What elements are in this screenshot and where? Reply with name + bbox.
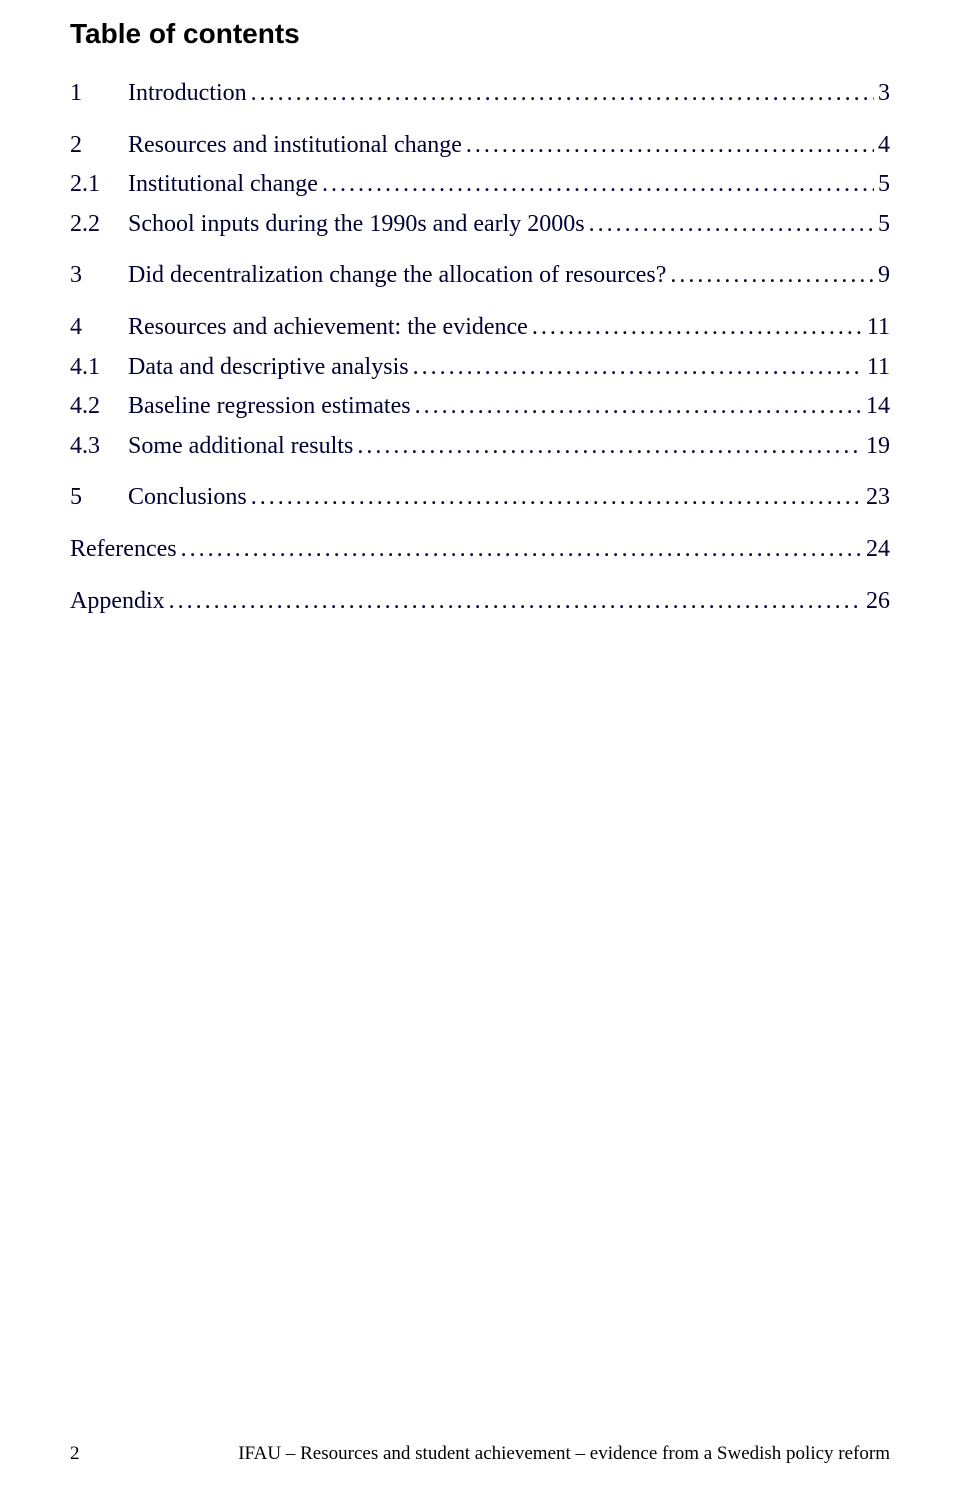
- toc-dot-leader: ........................................…: [247, 74, 874, 114]
- toc-entry-number: 2: [70, 126, 128, 166]
- toc-entry[interactable]: 5Conclusions............................…: [70, 478, 890, 518]
- toc-list: 1Introduction...........................…: [70, 74, 890, 621]
- toc-entry[interactable]: 2.2School inputs during the 1990s and ea…: [70, 205, 890, 245]
- toc-entry-page[interactable]: 4: [874, 126, 890, 166]
- toc-title: Table of contents: [70, 18, 890, 50]
- toc-entry-number: 2.1: [70, 165, 128, 205]
- toc-dot-leader: ........................................…: [666, 256, 874, 296]
- toc-entry-number: 1: [70, 74, 128, 114]
- toc-dot-leader: ........................................…: [247, 478, 862, 518]
- toc-entry-label[interactable]: Baseline regression estimates: [128, 387, 411, 427]
- toc-entry[interactable]: 4.2Baseline regression estimates........…: [70, 387, 890, 427]
- toc-entry-label[interactable]: Resources and institutional change: [128, 126, 462, 166]
- toc-dot-leader: ........................................…: [462, 126, 874, 166]
- toc-entry-page[interactable]: 5: [874, 165, 890, 205]
- toc-dot-leader: ........................................…: [585, 205, 874, 245]
- toc-entry-number: 4.3: [70, 427, 128, 467]
- toc-entry-number: 3: [70, 256, 128, 296]
- toc-entry[interactable]: 2.1Institutional change.................…: [70, 165, 890, 205]
- toc-entry-label[interactable]: Some additional results: [128, 427, 353, 467]
- toc-dot-leader: ........................................…: [165, 582, 862, 622]
- toc-entry-page[interactable]: 9: [874, 256, 890, 296]
- toc-dot-leader: ........................................…: [177, 530, 862, 570]
- toc-entry-page[interactable]: 3: [874, 74, 890, 114]
- toc-entry-page[interactable]: 11: [863, 308, 890, 348]
- toc-entry-page[interactable]: 5: [874, 205, 890, 245]
- toc-entry-number: 2.2: [70, 205, 128, 245]
- toc-entry-page[interactable]: 14: [862, 387, 890, 427]
- toc-dot-leader: ........................................…: [411, 387, 862, 427]
- toc-entry-label[interactable]: Institutional change: [128, 165, 318, 205]
- page-footer: 2 IFAU – Resources and student achieveme…: [70, 1443, 890, 1465]
- toc-entry-number: 5: [70, 478, 128, 518]
- toc-entry-label[interactable]: References: [70, 530, 177, 570]
- toc-entry-page[interactable]: 11: [863, 348, 890, 388]
- toc-entry-page[interactable]: 26: [862, 582, 890, 622]
- toc-entry-page[interactable]: 24: [862, 530, 890, 570]
- toc-entry-label[interactable]: Data and descriptive analysis: [128, 348, 409, 388]
- toc-entry[interactable]: 2Resources and institutional change.....…: [70, 126, 890, 166]
- running-head: IFAU – Resources and student achievement…: [238, 1443, 890, 1465]
- toc-entry-label[interactable]: Did decentralization change the allocati…: [128, 256, 666, 296]
- toc-dot-leader: ........................................…: [409, 348, 863, 388]
- toc-entry-label[interactable]: Appendix: [70, 582, 165, 622]
- toc-entry-number: 4.2: [70, 387, 128, 427]
- toc-entry-label[interactable]: Resources and achievement: the evidence: [128, 308, 528, 348]
- toc-dot-leader: ........................................…: [528, 308, 863, 348]
- toc-entry-page[interactable]: 23: [862, 478, 890, 518]
- toc-entry[interactable]: 1Introduction...........................…: [70, 74, 890, 114]
- page: Table of contents 1Introduction.........…: [0, 0, 960, 1495]
- toc-dot-leader: ........................................…: [318, 165, 874, 205]
- toc-entry[interactable]: 4Resources and achievement: the evidence…: [70, 308, 890, 348]
- toc-entry[interactable]: 3Did decentralization change the allocat…: [70, 256, 890, 296]
- toc-entry-label[interactable]: Conclusions: [128, 478, 247, 518]
- toc-entry-number: 4.1: [70, 348, 128, 388]
- toc-entry[interactable]: Appendix................................…: [70, 582, 890, 622]
- toc-entry-number: 4: [70, 308, 128, 348]
- toc-dot-leader: ........................................…: [353, 427, 862, 467]
- toc-entry[interactable]: 4.1Data and descriptive analysis........…: [70, 348, 890, 388]
- toc-entry-page[interactable]: 19: [862, 427, 890, 467]
- page-number: 2: [70, 1443, 80, 1465]
- toc-entry-label[interactable]: School inputs during the 1990s and early…: [128, 205, 585, 245]
- toc-entry[interactable]: References..............................…: [70, 530, 890, 570]
- toc-entry-label[interactable]: Introduction: [128, 74, 247, 114]
- toc-entry[interactable]: 4.3Some additional results..............…: [70, 427, 890, 467]
